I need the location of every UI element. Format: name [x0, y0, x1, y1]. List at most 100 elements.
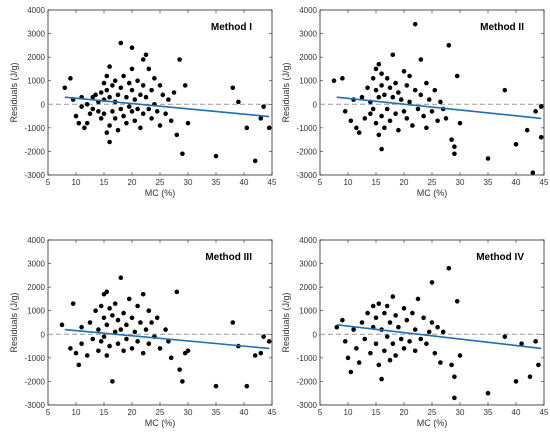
y-tick-label: 2000 — [299, 53, 317, 62]
data-point — [356, 130, 362, 135]
data-point — [412, 21, 418, 27]
data-point — [407, 339, 412, 344]
data-point — [110, 313, 115, 318]
data-point — [334, 324, 340, 330]
data-point — [98, 339, 104, 344]
data-point — [98, 116, 104, 121]
data-point — [171, 90, 177, 95]
data-point — [370, 106, 376, 112]
data-point — [370, 76, 376, 81]
y-tick-label: 4000 — [299, 236, 317, 245]
data-point — [180, 151, 185, 157]
data-point — [135, 303, 140, 309]
data-point — [140, 291, 146, 297]
x-tick-label: 15 — [372, 178, 381, 187]
data-point — [252, 158, 258, 164]
data-point — [407, 99, 412, 105]
data-point — [129, 315, 135, 321]
data-point — [440, 329, 446, 335]
y-tick-label: 3000 — [27, 260, 45, 269]
data-point — [62, 85, 68, 91]
data-point — [182, 83, 188, 88]
y-tick-label: 0 — [313, 330, 318, 339]
data-point — [107, 64, 112, 69]
data-point — [87, 320, 93, 325]
x-tick-label: 5 — [46, 178, 51, 187]
data-point — [421, 113, 426, 119]
data-point — [533, 339, 538, 344]
fit-line — [336, 324, 542, 350]
data-point — [382, 125, 387, 131]
data-point — [404, 83, 410, 88]
data-point — [432, 350, 438, 356]
data-point — [365, 310, 370, 316]
data-point — [115, 341, 121, 347]
data-point — [174, 289, 180, 295]
data-point — [429, 320, 435, 325]
data-point — [351, 327, 356, 332]
data-point — [348, 118, 354, 124]
data-point — [382, 310, 387, 316]
data-point — [157, 123, 163, 128]
data-point — [404, 317, 410, 323]
data-point — [115, 92, 121, 98]
data-point — [104, 87, 110, 93]
data-point — [376, 301, 382, 306]
data-point — [393, 111, 398, 117]
data-point — [157, 346, 163, 351]
x-tick-label: 15 — [372, 408, 381, 417]
data-point — [140, 57, 146, 62]
data-point — [252, 353, 258, 358]
data-point — [185, 348, 191, 354]
data-point — [362, 336, 368, 342]
data-point — [107, 139, 112, 145]
y-tick-label: -1000 — [297, 124, 318, 133]
data-point — [384, 76, 390, 81]
data-point — [104, 289, 110, 295]
data-point — [376, 61, 382, 67]
y-tick-label: 1000 — [27, 307, 45, 316]
data-point — [449, 362, 454, 368]
data-point — [121, 348, 126, 354]
data-point — [485, 390, 491, 396]
data-point — [390, 341, 396, 347]
data-point — [68, 76, 73, 81]
data-point — [166, 97, 171, 102]
data-point — [418, 57, 424, 62]
panel-title: Method I — [211, 22, 252, 33]
data-point — [101, 80, 107, 86]
data-point — [454, 73, 460, 79]
data-point — [96, 327, 101, 332]
data-point — [135, 339, 140, 344]
data-point — [124, 120, 129, 126]
data-point — [449, 137, 454, 142]
data-point — [379, 376, 384, 382]
fit-line — [64, 328, 270, 350]
x-tick-label: 25 — [428, 178, 437, 187]
x-tick-label: 40 — [512, 178, 521, 187]
plot-area — [47, 239, 273, 406]
data-point — [180, 379, 185, 384]
x-axis-label: MC (%) — [417, 188, 448, 198]
data-point — [266, 125, 272, 131]
y-tick-label: -3000 — [297, 401, 318, 410]
data-point — [76, 120, 82, 126]
data-point — [82, 125, 87, 131]
x-tick-label: 20 — [128, 408, 137, 417]
data-point — [104, 130, 110, 135]
data-point — [68, 346, 73, 351]
data-point — [533, 109, 538, 114]
y-tick-label: 1000 — [299, 77, 317, 86]
data-point — [485, 156, 491, 161]
data-point — [513, 142, 519, 147]
chart-panel-1: 5 10 15 20 25 30 35 40 45 -3000 -2000 -1000 0 1000 200… — [9, 6, 277, 198]
y-tick-label: 4000 — [27, 6, 45, 15]
x-tick-label: 20 — [128, 178, 137, 187]
data-point — [98, 90, 104, 95]
data-point — [379, 83, 384, 88]
y-tick-label: 1000 — [27, 77, 45, 86]
fit-line — [64, 96, 270, 118]
data-point — [118, 40, 124, 46]
data-point — [415, 296, 421, 302]
y-tick-label: 4000 — [27, 236, 45, 245]
